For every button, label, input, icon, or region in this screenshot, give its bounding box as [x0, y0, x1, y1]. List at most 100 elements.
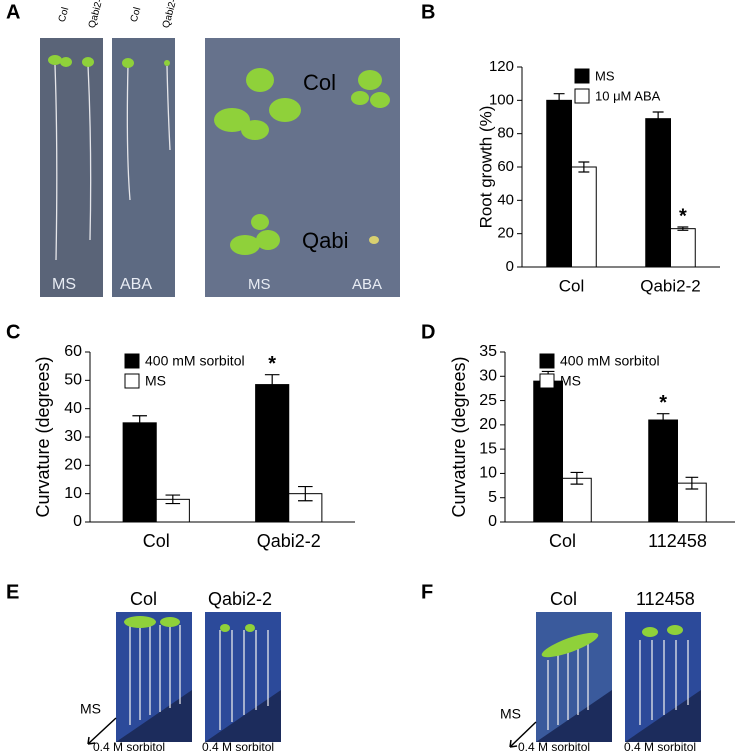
medium-label: ABA	[352, 276, 382, 293]
bar	[546, 99, 572, 268]
bar	[122, 422, 157, 523]
y-tick-label: 0	[73, 513, 82, 530]
panel-e: E Col Qabi2-2 MS 0.4 M sorbitol 0.4 M so…	[6, 581, 281, 754]
y-tick-label: 20	[64, 457, 82, 474]
panel-a: A Col Qabi2-2 Col Qabi2-2 MS ABA MS ABA …	[6, 0, 400, 297]
y-tick-label: 0	[506, 258, 514, 275]
arrow	[87, 717, 117, 745]
bar-chart: B Root growth (%) 0 20 40 60 80 100 120 Col Qabi2-…	[421, 1, 720, 295]
y-tick-label: 30	[64, 428, 82, 445]
genotype-label: 112458	[636, 589, 695, 609]
error-bar	[656, 413, 670, 427]
legend-label: 400 mM sorbitol	[560, 353, 660, 369]
medium-label: MS	[248, 276, 271, 293]
panel-label: F	[421, 581, 433, 603]
error-bar	[578, 161, 590, 173]
lane-label: Qabi2-2	[87, 0, 107, 29]
root	[54, 64, 171, 261]
x-tick-label: Col	[549, 531, 576, 551]
arrow	[509, 721, 537, 748]
error-bar	[132, 415, 147, 431]
panel-label: E	[6, 581, 19, 603]
photo	[40, 38, 103, 297]
bar	[255, 384, 290, 523]
y-axis-label: Curvature (degrees)	[33, 356, 53, 517]
significance-mark: *	[659, 392, 667, 414]
error-bar	[264, 374, 280, 396]
legend-swatch	[539, 373, 555, 389]
y-tick-label: 5	[488, 489, 497, 506]
y-tick-label: 35	[479, 343, 497, 360]
y-tick-label: 10	[64, 485, 82, 502]
bar-chart: D Curvature (degrees) 0 5 10 15 20 25 30 35 Col 112…	[421, 321, 735, 551]
legend-swatch	[124, 373, 140, 389]
y-tick-label: 60	[64, 343, 82, 360]
arrow-start: MS	[80, 701, 101, 717]
genotype-label: Qabi2-2	[208, 589, 272, 609]
genotype-label: Col	[130, 589, 157, 609]
y-tick-label: 10	[479, 465, 497, 482]
significance-mark: *	[268, 353, 276, 375]
bar	[645, 118, 671, 268]
x-tick-label: Col	[143, 531, 170, 551]
significance-mark: *	[679, 205, 687, 227]
error-bar	[685, 476, 699, 490]
y-tick-label: 15	[479, 440, 497, 457]
panel-label: C	[6, 321, 20, 343]
bar-chart: C Curvature (degrees) 0 10 20 30 40 50 60 Col Qabi…	[6, 321, 355, 551]
photo	[112, 38, 175, 297]
bar	[648, 419, 678, 523]
y-tick-label: 60	[497, 158, 514, 175]
genotype-label: Qabi	[302, 228, 348, 253]
bar	[670, 228, 696, 268]
error-bar	[677, 226, 689, 231]
bar	[533, 380, 563, 523]
root	[129, 625, 269, 730]
medium-label: ABA	[120, 276, 152, 293]
error-bar	[652, 111, 664, 126]
lane-label: Qabi2-2	[161, 0, 181, 29]
y-tick-label: 80	[497, 125, 514, 142]
bar	[571, 166, 597, 268]
y-tick-label: 30	[479, 368, 497, 385]
y-tick-label: 20	[497, 225, 514, 242]
bar	[677, 482, 707, 523]
root	[547, 640, 689, 730]
y-tick-label: 40	[64, 400, 82, 417]
x-tick-label: Qabi2-2	[257, 531, 321, 551]
legend-label: MS	[145, 373, 166, 389]
panel-label: B	[421, 1, 435, 23]
y-tick-label: 50	[64, 372, 82, 389]
y-tick-label: 0	[488, 513, 497, 530]
treatment-label: 0.4 M sorbitol	[624, 740, 696, 754]
y-tick-label: 100	[489, 91, 514, 108]
genotype-label: Col	[303, 70, 336, 95]
y-axis-label: Curvature (degrees)	[449, 356, 469, 517]
arrow-start: MS	[500, 706, 521, 722]
treatment-label: 0.4 M sorbitol	[202, 740, 274, 754]
lane-label: Col	[57, 6, 72, 23]
legend-label: MS	[595, 68, 615, 83]
panel-f: F Col 112458 MS 0.4 M sorbitol 0.4 M sor…	[421, 581, 701, 754]
y-tick-label: 25	[479, 392, 497, 409]
error-bar	[298, 485, 313, 502]
seedlings	[124, 616, 255, 632]
x-tick-label: Qabi2-2	[640, 276, 700, 295]
treatment-label: 0.4 M sorbitol	[518, 740, 590, 754]
bar	[562, 477, 592, 523]
y-tick-label: 120	[489, 58, 514, 75]
lane-label: Col	[129, 6, 144, 23]
legend-label: 10 μM ABA	[595, 88, 661, 103]
x-tick-label: Col	[559, 276, 585, 295]
medium-label: MS	[52, 276, 76, 293]
photo-shade	[116, 690, 281, 742]
legend-label: 400 mM sorbitol	[145, 353, 245, 369]
seedlings	[48, 55, 390, 255]
y-tick-label: 20	[479, 416, 497, 433]
legend-swatch	[124, 353, 140, 369]
legend-swatch	[574, 88, 590, 104]
genotype-label: Col	[550, 589, 577, 609]
legend-swatch	[574, 68, 590, 84]
y-tick-label: 40	[497, 191, 514, 208]
treatment-label: 0.4 M sorbitol	[93, 740, 165, 754]
